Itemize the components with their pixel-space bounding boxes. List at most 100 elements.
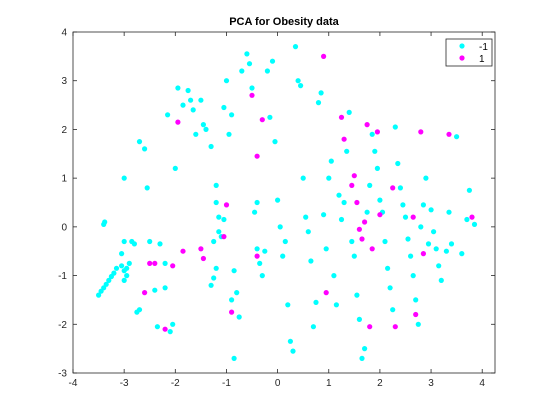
- y-tick-label-1: -2: [58, 320, 67, 331]
- point-series-0-143: [439, 278, 444, 283]
- point-series-0-147: [454, 134, 459, 139]
- point-series-0-41: [193, 132, 198, 137]
- point-series-0-130: [405, 236, 410, 241]
- point-series-0-57: [224, 78, 229, 83]
- point-series-0-134: [416, 322, 421, 327]
- point-series-1-3: [163, 327, 168, 332]
- point-series-0-84: [288, 339, 293, 344]
- point-series-0-59: [229, 112, 234, 117]
- point-series-0-99: [326, 176, 331, 181]
- point-series-0-40: [191, 107, 196, 112]
- point-series-0-33: [168, 329, 173, 334]
- point-series-0-73: [260, 273, 265, 278]
- point-series-1-18: [339, 115, 344, 120]
- point-series-0-102: [334, 302, 339, 307]
- point-series-0-63: [234, 290, 239, 295]
- point-series-0-48: [214, 266, 219, 271]
- point-series-0-98: [324, 246, 329, 251]
- point-series-0-83: [285, 302, 290, 307]
- point-series-1-26: [365, 122, 370, 127]
- legend: -1 1: [446, 39, 492, 66]
- point-series-0-43: [201, 122, 206, 127]
- point-series-0-119: [377, 198, 382, 203]
- point-series-0-135: [418, 224, 423, 229]
- point-series-0-82: [283, 239, 288, 244]
- point-series-0-53: [216, 215, 221, 220]
- point-series-0-151: [472, 222, 477, 227]
- point-series-1-24: [359, 236, 364, 241]
- point-series-1-2: [152, 261, 157, 266]
- point-series-0-32: [165, 112, 170, 117]
- x-tick-label-0: -4: [69, 378, 78, 389]
- point-series-0-46: [209, 283, 214, 288]
- point-series-0-124: [390, 307, 395, 312]
- point-series-0-108: [349, 239, 354, 244]
- point-series-1-1: [147, 261, 152, 266]
- point-series-0-105: [342, 200, 347, 205]
- point-series-1-29: [375, 129, 380, 134]
- point-series-1-10: [224, 202, 229, 207]
- point-series-1-21: [352, 173, 357, 178]
- point-series-0-127: [398, 185, 403, 190]
- point-series-0-31: [163, 285, 168, 290]
- point-series-0-20: [122, 176, 127, 181]
- point-series-1-14: [260, 117, 265, 122]
- point-series-0-131: [408, 254, 413, 259]
- point-series-0-110: [354, 293, 359, 298]
- y-tick-label-3: 0: [61, 222, 67, 233]
- point-series-0-7: [114, 266, 119, 271]
- point-series-1-22: [354, 200, 359, 205]
- point-series-1-12: [249, 93, 254, 98]
- point-series-0-68: [249, 85, 254, 90]
- point-series-1-23: [357, 227, 362, 232]
- point-series-0-23: [137, 139, 142, 144]
- x-tick-label-7: 3: [428, 378, 434, 389]
- point-series-0-62: [232, 268, 237, 273]
- point-series-0-142: [436, 263, 441, 268]
- point-series-0-64: [237, 314, 242, 319]
- point-series-1-38: [469, 215, 474, 220]
- point-series-0-94: [313, 300, 318, 305]
- point-series-0-38: [186, 88, 191, 93]
- point-series-0-86: [293, 44, 298, 49]
- y-tick-label-2: -1: [58, 271, 67, 282]
- point-series-0-19: [132, 241, 137, 246]
- point-series-0-60: [229, 297, 234, 302]
- point-series-0-111: [357, 317, 362, 322]
- point-series-1-37: [446, 132, 451, 137]
- x-tick-label-5: 1: [326, 378, 332, 389]
- point-series-0-70: [255, 200, 260, 205]
- x-tick-label-4: 0: [275, 378, 281, 389]
- point-series-0-128: [400, 202, 405, 207]
- point-series-1-19: [342, 137, 347, 142]
- point-series-1-32: [393, 324, 398, 329]
- point-series-1-7: [198, 246, 203, 251]
- point-series-0-17: [122, 278, 127, 283]
- point-series-1-11: [229, 310, 234, 315]
- point-series-1-33: [411, 215, 416, 220]
- point-series-1-15: [255, 254, 260, 259]
- point-series-1-25: [362, 219, 367, 224]
- point-series-0-112: [359, 356, 364, 361]
- point-series-0-52: [221, 217, 226, 222]
- point-series-0-22: [134, 310, 139, 315]
- x-tick-label-8: 4: [479, 378, 485, 389]
- point-series-0-71: [255, 246, 260, 251]
- point-series-0-88: [298, 83, 303, 88]
- x-tick-label-1: -3: [120, 378, 129, 389]
- point-series-0-47: [211, 275, 216, 280]
- point-series-0-103: [336, 193, 341, 198]
- point-series-0-65: [239, 68, 244, 73]
- point-series-0-36: [175, 85, 180, 90]
- point-series-0-139: [429, 207, 434, 212]
- point-series-0-50: [216, 229, 221, 234]
- point-series-0-138: [426, 241, 431, 246]
- point-series-0-107: [347, 110, 352, 115]
- point-series-0-140: [431, 229, 436, 234]
- y-tick-label-5: 2: [61, 125, 67, 136]
- point-series-0-9: [102, 219, 107, 224]
- point-series-0-149: [464, 217, 469, 222]
- point-series-0-72: [257, 261, 262, 266]
- point-series-0-69: [252, 210, 257, 215]
- point-series-0-27: [152, 288, 157, 293]
